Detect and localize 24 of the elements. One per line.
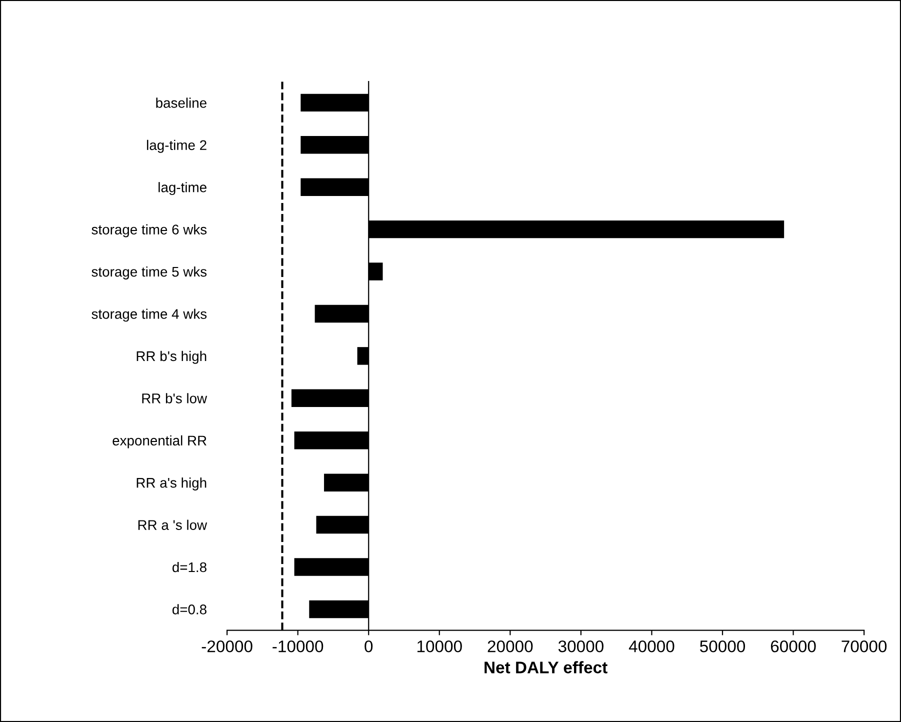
- x-tick-label: 50000: [700, 640, 746, 652]
- y-tick-label: d=1.8: [172, 562, 206, 572]
- x-tick-label: 40000: [628, 640, 674, 652]
- x-tick-label: 10000: [417, 640, 462, 652]
- y-tick-label: lag-time: [158, 182, 206, 196]
- y-tick-label: RR b's high: [136, 350, 206, 364]
- y-tick-label: storage time 5 wks: [92, 266, 207, 280]
- x-tick-label: 70000: [842, 640, 887, 652]
- y-tick-label: exponential RR: [112, 435, 206, 448]
- x-tick-label: 30000: [558, 640, 604, 652]
- y-tick-label: RR a's high: [136, 478, 206, 490]
- x-tick-label: -10000: [272, 640, 324, 652]
- y-tick-label: storage time 6 wks: [92, 224, 207, 238]
- x-tick-label: 0: [364, 640, 373, 652]
- y-tick-label: RR a 's low: [138, 520, 208, 530]
- x-tick-label: 60000: [770, 640, 816, 652]
- y-tick-label: RR b's low: [142, 393, 208, 404]
- y-tick-label: baseline: [156, 98, 206, 108]
- y-tick-label: d=0.8: [172, 604, 206, 614]
- x-tick-label: -20000: [202, 640, 252, 652]
- x-tick-label: 20000: [488, 640, 533, 652]
- x-axis-title: Net DALY effect: [484, 661, 608, 674]
- y-tick-label: storage time 4 wks: [92, 308, 207, 322]
- y-tick-label: lag-time 2: [147, 140, 206, 153]
